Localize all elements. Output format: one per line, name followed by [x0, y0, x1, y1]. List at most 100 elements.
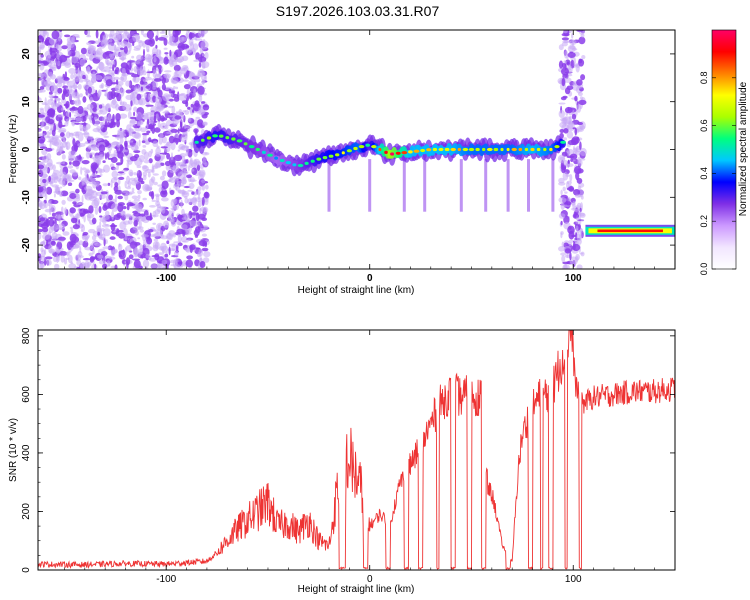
spectrogram-noise-cell [49, 181, 53, 186]
spectrogram-noise-cell [194, 100, 200, 107]
spectrogram-spike [459, 159, 463, 212]
spectrogram-noise-cell [152, 173, 159, 176]
spectrogram-noise-cell [120, 210, 126, 217]
spectrogram-noise-cell [126, 140, 135, 143]
spectrogram-noise-cell [202, 257, 210, 263]
spectrogram-noise-cell [39, 112, 48, 115]
spectrogram-ridge-core [390, 152, 395, 156]
spectrogram-ridge-core [267, 153, 273, 157]
spectrogram-noise-cell [101, 31, 105, 36]
spectrogram-noise-cell [577, 156, 582, 164]
spectrogram-noise-cell [70, 73, 74, 80]
spectrogram-noise-cell [104, 90, 107, 97]
spectrogram-ridge-core [554, 145, 560, 149]
spectrogram-noise-cell [169, 189, 175, 196]
spectrogram-noise-cell [177, 261, 183, 265]
spectrogram-noise-cell [71, 171, 79, 177]
spectrogram-noise-cell [61, 171, 67, 180]
spectrogram-ridge-core [292, 163, 297, 167]
spectrogram-y-tick-label: 10 [21, 96, 32, 108]
spectrogram-noise-cell [69, 233, 77, 243]
spectrogram-noise-cell [173, 154, 183, 162]
spectrogram-noise-cell [148, 191, 153, 197]
spectrogram-noise-cell [176, 228, 185, 235]
spectrogram-noise-cell [139, 80, 144, 85]
spectrogram-noise-cell [124, 214, 132, 217]
spectrogram-noise-cell [116, 133, 120, 141]
spectrogram-noise-cell [120, 62, 128, 69]
colorbar-tick-label: 0.2 [699, 215, 709, 228]
spectrogram-noise-cell [39, 217, 46, 222]
spectrogram-ridge-core [438, 147, 444, 152]
spectrogram-noise-cell [48, 175, 51, 183]
spectrogram-noise-cell [82, 258, 91, 261]
spectrogram-noise-cell [146, 49, 150, 53]
spectrogram-noise-cell [198, 171, 205, 177]
spectrogram-noise-cell [155, 35, 159, 42]
spectrogram-noise-cell [150, 263, 158, 269]
spectrogram-noise-cell [563, 30, 568, 34]
spectrogram-noise-cell [110, 179, 113, 188]
colorbar: 0.0 0.2 0.4 0.6 0.8 Normalized spectral ampl… [699, 29, 749, 275]
spectrogram-noise-cell [152, 210, 157, 218]
spectrogram-noise-cell [114, 264, 118, 269]
spectrogram-noise-cell [166, 233, 172, 240]
spectrogram-noise-cell [117, 171, 125, 174]
snr-plot: -100 0 100 0 200 400 600 800 Height of straight… [8, 327, 676, 595]
spectrogram-noise-cell [200, 61, 210, 69]
spectrogram-noise-cell [147, 63, 156, 67]
spectrogram-noise-cell [561, 67, 569, 76]
spectrogram-noise-cell [169, 167, 176, 170]
spectrogram-noise-cell [181, 189, 185, 196]
spectrogram-noise-cell [564, 106, 573, 114]
spectrogram-noise-cell [40, 241, 46, 247]
spectrogram-noise-cell [95, 112, 103, 115]
spectrogram-noise-cell [47, 84, 51, 88]
spectrogram-noise-cell [57, 129, 66, 133]
spectrogram-noise-cell [115, 142, 122, 145]
spectrogram-noise-cell [152, 233, 161, 238]
spectrogram-noise-cell [84, 247, 93, 251]
spectrogram-noise-cell [161, 83, 166, 91]
spectrogram-noise-cell [185, 146, 190, 154]
spectrogram-noise-cell [564, 248, 572, 254]
spectrogram-noise-cell [51, 129, 56, 136]
spectrogram-noise-cell [189, 220, 197, 227]
spectrogram-noise-cell [56, 254, 59, 263]
spectrogram-noise-cell [126, 160, 130, 169]
spectrogram-noise-cell [127, 111, 132, 119]
spectrogram-ridge-core [426, 148, 432, 152]
spectrogram-noise-cell [103, 135, 110, 138]
spectrogram-noise-cell [44, 248, 47, 255]
spectrogram-noise-cell [107, 145, 113, 152]
spectrogram-noise-cell [137, 85, 140, 93]
spectrogram-noise-cell [175, 86, 179, 90]
spectrogram-noise-cell [172, 259, 178, 268]
spectrogram-noise-cell [51, 172, 58, 179]
spectrogram-noise-cell [126, 261, 129, 269]
spectrogram-noise-cell [189, 32, 196, 38]
spectrogram-noise-cell [114, 182, 119, 188]
spectrogram-noise-cell [170, 177, 174, 181]
spectrogram-noise-cell [86, 80, 94, 86]
spectrogram-noise-cell [577, 91, 583, 97]
spectrogram-noise-cell [38, 164, 45, 170]
spectrogram-noise-cell [89, 96, 94, 103]
spectrogram-noise-cell [157, 121, 161, 129]
spectrogram-noise-cell [49, 74, 56, 80]
spectrogram-noise-cell [179, 162, 188, 171]
spectrogram-noise-cell [171, 105, 176, 115]
spectrogram-noise-cell [176, 55, 185, 63]
spectrogram-noise-cell [137, 120, 144, 125]
spectrogram-ridge-core [218, 134, 224, 138]
spectrogram-noise-cell [560, 202, 565, 210]
spectrogram-noise-cell [161, 180, 169, 190]
spectrogram-noise-cell [560, 189, 563, 196]
spectrogram-noise-cell [116, 119, 120, 128]
spectrogram-noise-cell [185, 126, 192, 129]
spectrogram-noise-cell [129, 61, 132, 71]
spectrogram-noise-cell [111, 76, 116, 82]
spectrogram-noise-cell [168, 89, 176, 94]
spectrogram-noise-cell [81, 181, 85, 186]
